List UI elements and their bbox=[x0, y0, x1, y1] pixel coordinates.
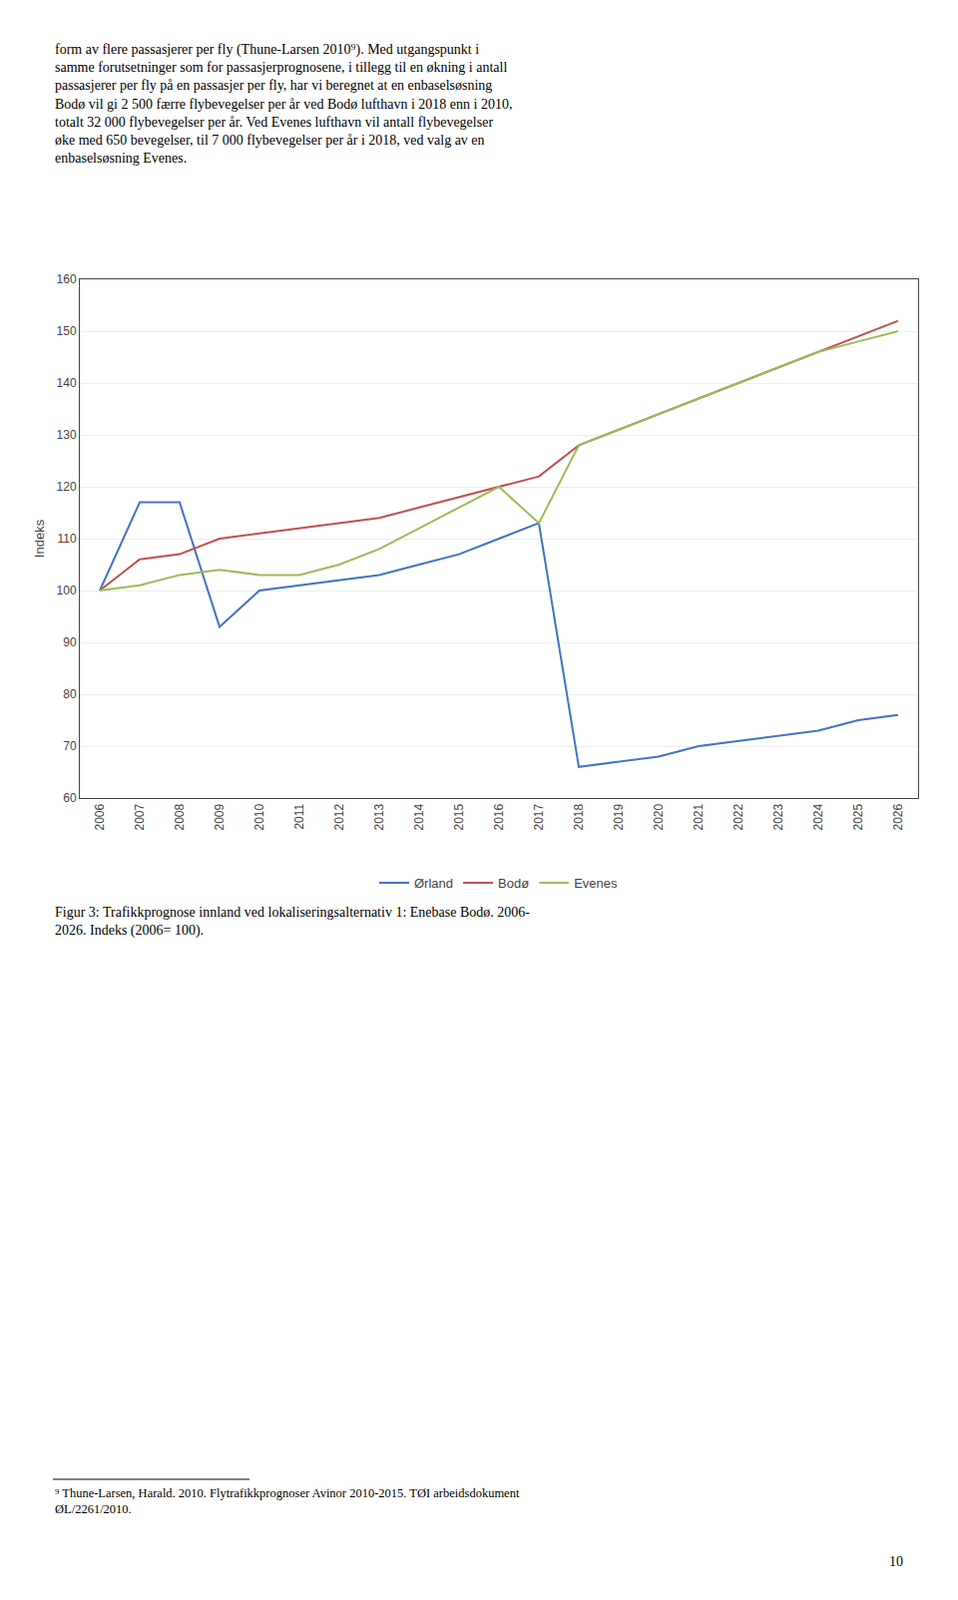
svg-text:2006: 2006 bbox=[92, 803, 107, 831]
svg-text:2012: 2012 bbox=[332, 803, 347, 831]
svg-text:form av flere passasjerer per: form av flere passasjerer per fly (Thune… bbox=[54, 41, 512, 166]
svg-text:2023: 2023 bbox=[771, 803, 786, 831]
svg-text:140: 140 bbox=[56, 376, 77, 391]
svg-text:2014: 2014 bbox=[412, 803, 427, 831]
svg-text:2022: 2022 bbox=[731, 803, 746, 831]
svg-text:⁹ Thune-Larsen, Harald. 2010.: ⁹ Thune-Larsen, Harald. 2010. Flytrafikk… bbox=[54, 1486, 520, 1517]
svg-text:2015: 2015 bbox=[452, 803, 467, 831]
svg-text:10: 10 bbox=[889, 1554, 904, 1570]
svg-text:2010: 2010 bbox=[252, 803, 267, 831]
svg-text:Ørland: Ørland bbox=[414, 876, 454, 892]
svg-text:2008: 2008 bbox=[172, 803, 187, 831]
svg-text:60: 60 bbox=[62, 791, 77, 806]
svg-text:2020: 2020 bbox=[651, 803, 666, 831]
svg-text:2018: 2018 bbox=[571, 803, 586, 831]
svg-text:150: 150 bbox=[56, 324, 77, 339]
svg-text:120: 120 bbox=[56, 479, 77, 494]
svg-text:Figur 3: Trafikkprognose innla: Figur 3: Trafikkprognose innland ved lok… bbox=[54, 905, 530, 940]
svg-text:2009: 2009 bbox=[212, 803, 227, 831]
svg-text:160: 160 bbox=[56, 272, 77, 287]
svg-text:2016: 2016 bbox=[491, 803, 506, 831]
svg-text:2025: 2025 bbox=[851, 803, 866, 831]
svg-text:70: 70 bbox=[62, 739, 77, 754]
svg-text:2013: 2013 bbox=[372, 803, 387, 831]
svg-text:2021: 2021 bbox=[691, 803, 706, 831]
svg-text:Bodø: Bodø bbox=[497, 876, 529, 892]
svg-text:110: 110 bbox=[56, 531, 76, 546]
svg-text:90: 90 bbox=[62, 635, 77, 650]
svg-text:2024: 2024 bbox=[811, 803, 826, 831]
svg-text:100: 100 bbox=[56, 583, 77, 598]
svg-text:80: 80 bbox=[62, 687, 77, 702]
svg-text:2011: 2011 bbox=[292, 803, 307, 830]
svg-text:2019: 2019 bbox=[611, 803, 626, 831]
svg-text:2017: 2017 bbox=[531, 803, 546, 831]
svg-text:2007: 2007 bbox=[132, 803, 147, 831]
svg-text:Indeks: Indeks bbox=[31, 518, 47, 558]
svg-text:2026: 2026 bbox=[891, 803, 906, 831]
svg-text:130: 130 bbox=[56, 428, 77, 443]
svg-text:Evenes: Evenes bbox=[573, 876, 618, 892]
